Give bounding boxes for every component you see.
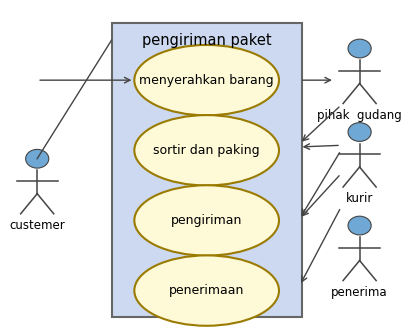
Text: sortir dan paking: sortir dan paking [153,144,259,157]
Ellipse shape [134,45,278,115]
Text: kurir: kurir [345,192,373,205]
Text: penerimaan: penerimaan [169,284,244,297]
Circle shape [347,39,370,58]
Text: custemer: custemer [9,219,65,232]
Text: penerima: penerima [330,286,387,299]
Circle shape [26,149,49,168]
FancyBboxPatch shape [112,23,301,317]
Text: pengiriman: pengiriman [171,214,242,227]
Ellipse shape [134,185,278,256]
Text: menyerahkan barang: menyerahkan barang [139,74,273,87]
Ellipse shape [134,256,278,326]
Circle shape [347,123,370,141]
Circle shape [347,216,370,235]
Text: pihak  gudang: pihak gudang [316,109,401,122]
Text: pengiriman paket: pengiriman paket [142,33,271,48]
Ellipse shape [134,115,278,185]
